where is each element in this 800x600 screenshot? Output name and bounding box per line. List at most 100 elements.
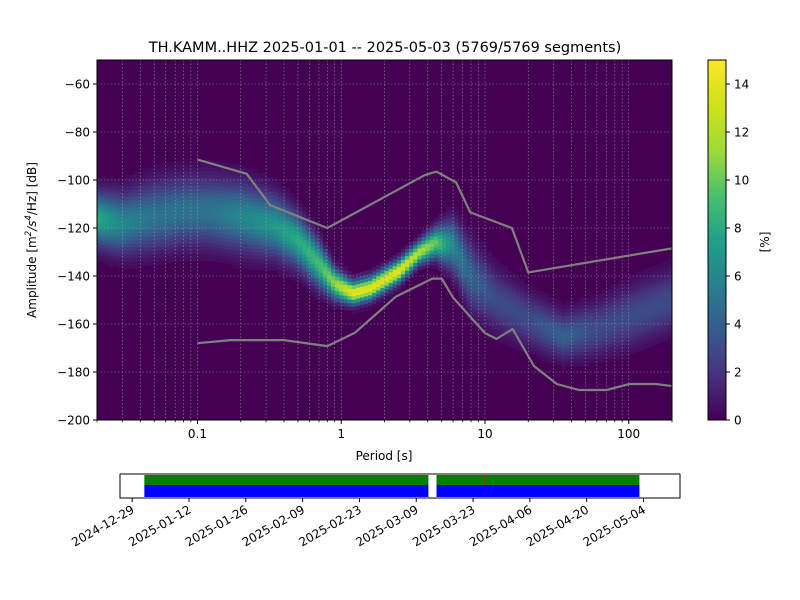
heatmap-cell	[327, 285, 332, 290]
heatmap-cell	[659, 338, 665, 343]
heatmap-cell	[511, 333, 517, 338]
heatmap-cell	[170, 226, 176, 231]
heatmap-cell	[536, 294, 541, 299]
heatmap-cell	[635, 333, 640, 338]
heatmap-cell	[117, 187, 123, 192]
heatmap-cell	[474, 235, 480, 240]
heatmap-cell	[327, 256, 332, 261]
heatmap-cell	[450, 252, 455, 257]
heatmap-cell	[298, 225, 303, 230]
heatmap-cell	[380, 298, 385, 303]
heatmap-cell	[499, 321, 505, 326]
heatmap-cell	[635, 290, 640, 295]
heatmap-cell	[437, 245, 443, 250]
heatmap-cell	[495, 266, 500, 271]
heatmap-cell	[261, 244, 266, 249]
heatmap-cell	[327, 245, 332, 250]
heatmap-cell	[548, 312, 554, 317]
heatmap-cell	[577, 362, 583, 367]
heatmap-cell	[224, 245, 229, 250]
heatmap-cell	[228, 252, 233, 257]
timeline-tick-label: 2025-01-12	[126, 502, 193, 549]
heatmap-cell	[125, 228, 131, 233]
heatmap-cell	[478, 256, 484, 261]
heatmap-cell	[125, 189, 131, 194]
heatmap-cell	[548, 308, 554, 313]
heatmap-cell	[462, 240, 468, 245]
heatmap-cell	[195, 166, 201, 171]
heatmap-cell	[195, 228, 201, 233]
heatmap-cell	[322, 266, 328, 271]
heatmap-cell	[179, 235, 184, 240]
heatmap-cell	[236, 175, 242, 180]
heatmap-cell	[552, 302, 558, 307]
heatmap-cell	[170, 237, 176, 242]
heatmap-cell	[142, 175, 147, 180]
heatmap-cell	[651, 291, 656, 296]
heatmap-cell	[651, 276, 656, 281]
heatmap-cell	[244, 168, 250, 173]
heatmap-cell	[639, 292, 644, 297]
heatmap-cell	[121, 261, 127, 266]
heatmap-cell	[532, 304, 537, 309]
heatmap-cell	[651, 312, 656, 317]
heatmap-cell	[212, 246, 217, 251]
heatmap-cell	[232, 163, 238, 168]
heatmap-cell	[216, 193, 221, 198]
heatmap-cell	[409, 266, 414, 271]
heatmap-cell	[117, 209, 123, 214]
heatmap-cell	[232, 249, 238, 254]
heatmap-cell	[466, 236, 472, 241]
heatmap-cell	[265, 230, 270, 235]
heatmap-cell	[277, 221, 283, 226]
heatmap-cell	[269, 238, 275, 243]
heatmap-cell	[651, 294, 656, 299]
heatmap-cell	[483, 276, 488, 281]
heatmap-cell	[129, 243, 135, 248]
heatmap-cell	[150, 204, 155, 209]
heatmap-cell	[154, 196, 160, 201]
heatmap-cell	[614, 338, 620, 343]
heatmap-cell	[298, 236, 303, 241]
heatmap-cell	[162, 216, 168, 221]
heatmap-cell	[310, 224, 316, 229]
heatmap-cell	[212, 257, 217, 262]
heatmap-cell	[520, 282, 525, 287]
heatmap-cell	[117, 220, 123, 225]
heatmap-cell	[499, 271, 505, 276]
heatmap-cell	[322, 262, 328, 267]
heatmap-cell	[203, 199, 209, 204]
heatmap-cell	[285, 195, 291, 200]
heatmap-cell	[503, 283, 509, 288]
heatmap-cell	[643, 305, 648, 310]
heatmap-cell	[552, 360, 558, 365]
heatmap-cell	[228, 238, 233, 243]
heatmap-cell	[322, 252, 328, 257]
heatmap-cell	[97, 195, 102, 200]
heatmap-cell	[248, 193, 254, 198]
heatmap-cell	[577, 322, 583, 327]
heatmap-cell	[462, 276, 468, 281]
heatmap-cell	[577, 337, 583, 342]
heatmap-cell	[220, 219, 225, 224]
heatmap-cell	[277, 196, 283, 201]
heatmap-cell	[400, 255, 406, 260]
heatmap-cell	[392, 287, 398, 292]
heatmap-cell	[253, 226, 258, 231]
timeline-tick-label: 2025-03-23	[410, 502, 477, 549]
heatmap-cell	[359, 286, 365, 291]
heatmap-cell	[462, 304, 468, 309]
heatmap-cell	[199, 235, 205, 240]
heatmap-cell	[203, 188, 209, 193]
heatmap-cell	[183, 202, 188, 207]
heatmap-cell	[667, 299, 673, 304]
heatmap-cell	[470, 322, 476, 327]
heatmap-cell	[236, 265, 242, 270]
heatmap-cell	[400, 263, 406, 268]
heatmap-cell	[446, 242, 451, 247]
heatmap-cell	[142, 178, 147, 183]
heatmap-cell	[125, 218, 131, 223]
heatmap-cell	[639, 270, 644, 275]
heatmap-cell	[450, 241, 455, 246]
heatmap-cell	[581, 301, 587, 306]
